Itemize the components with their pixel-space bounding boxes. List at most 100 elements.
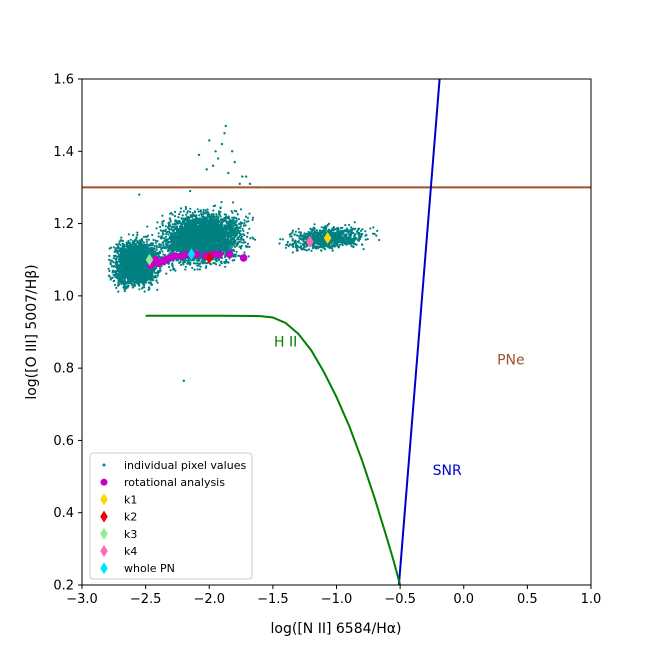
pixel-point xyxy=(138,243,141,246)
pixel-point xyxy=(196,264,199,267)
pixel-point xyxy=(232,224,235,227)
pixel-point xyxy=(154,241,157,244)
pixel-point xyxy=(131,245,134,248)
pixel-point xyxy=(123,264,126,267)
pixel-point xyxy=(137,273,140,276)
pixel-point xyxy=(120,253,123,256)
pixel-point xyxy=(159,267,162,270)
pixel-point xyxy=(123,290,126,293)
pixel-point xyxy=(117,280,120,283)
pixel-point xyxy=(131,273,134,276)
pixel-point xyxy=(128,242,131,245)
pixel-point xyxy=(129,250,132,254)
pixel-point xyxy=(133,243,136,246)
pixel-point xyxy=(168,265,171,269)
pixel-point xyxy=(137,249,140,252)
pixel-point xyxy=(171,264,174,268)
pixel-point xyxy=(115,247,118,250)
pixel-point xyxy=(161,224,164,227)
pixel-point xyxy=(254,238,257,241)
pixel-point xyxy=(117,253,120,256)
pixel-point xyxy=(112,261,115,264)
pixel-point xyxy=(134,266,137,269)
pixel-point xyxy=(120,236,123,239)
pixel-point xyxy=(149,269,152,272)
pixel-point xyxy=(204,266,207,269)
pixel-point xyxy=(251,216,255,219)
pixel-point xyxy=(149,282,152,285)
pixel-point xyxy=(121,280,124,283)
pixel-point xyxy=(124,258,127,262)
pixel-point xyxy=(135,236,138,239)
pixel-point xyxy=(221,256,224,260)
pixel-point xyxy=(141,270,144,273)
pixel-point xyxy=(141,238,144,241)
pixel-point xyxy=(242,229,245,232)
pixel-point xyxy=(123,273,126,276)
pixel-point xyxy=(138,284,141,287)
pixel-point xyxy=(143,255,146,258)
pixel-point xyxy=(127,284,130,287)
pixel-point xyxy=(114,273,117,276)
pixel-point xyxy=(141,273,144,276)
pixel-point xyxy=(119,251,123,254)
pixel-point xyxy=(153,268,156,271)
pixel-point xyxy=(196,208,199,211)
pixel-point xyxy=(117,283,120,286)
pixel-point xyxy=(126,286,129,289)
pixel-point xyxy=(245,220,248,223)
pixel-point xyxy=(108,269,111,273)
pixel-point xyxy=(115,257,118,260)
pixel-point xyxy=(139,254,142,257)
pixel-point xyxy=(120,276,123,279)
pixel-point xyxy=(153,247,156,250)
pixel-point xyxy=(193,214,196,217)
pixel-point xyxy=(159,269,162,272)
pixel-point xyxy=(119,273,122,276)
pixel-point xyxy=(137,267,140,270)
pixel-point xyxy=(119,256,122,259)
pixel-point xyxy=(119,261,122,264)
pixel-point xyxy=(116,244,119,247)
pixel-point xyxy=(173,210,177,213)
pixel-point xyxy=(182,210,185,213)
pixel-point xyxy=(122,282,125,285)
pixel-point xyxy=(186,211,189,214)
pixel-point xyxy=(251,218,254,221)
pixel-point xyxy=(113,250,116,253)
pixel-point xyxy=(243,219,246,222)
pixel-point xyxy=(135,252,138,256)
pixel-point xyxy=(117,290,120,293)
pixel-point xyxy=(225,213,228,216)
pixel-point xyxy=(161,230,164,233)
pixel-point xyxy=(115,249,118,252)
pixel-point xyxy=(155,248,158,252)
pixel-point xyxy=(205,218,209,221)
pixel-point xyxy=(131,278,134,281)
pixel-point xyxy=(130,262,133,265)
pixel-point xyxy=(246,231,249,235)
pixel-point xyxy=(147,238,150,241)
pixel-point xyxy=(132,240,135,243)
pixel-point xyxy=(108,254,111,257)
pixel-point xyxy=(115,264,118,267)
pixel-point xyxy=(146,274,149,277)
pixel-point xyxy=(180,263,183,266)
pixel-point xyxy=(199,265,202,268)
pixel-point xyxy=(147,288,150,291)
pixel-point xyxy=(237,231,240,234)
pixel-point xyxy=(108,247,111,250)
pixel-point xyxy=(136,233,139,237)
pixel-point xyxy=(146,245,149,248)
pixel-point xyxy=(107,258,111,261)
pixel-point xyxy=(120,282,123,285)
pixel-point xyxy=(122,256,126,259)
pixel-point xyxy=(215,213,218,216)
pixel-point xyxy=(155,227,158,230)
pixel-point xyxy=(118,264,121,267)
pixel-point xyxy=(153,276,156,279)
pixel-point xyxy=(164,247,167,250)
pixel-point xyxy=(158,255,161,258)
pixel-point xyxy=(119,247,122,250)
pixel-point xyxy=(155,276,158,279)
